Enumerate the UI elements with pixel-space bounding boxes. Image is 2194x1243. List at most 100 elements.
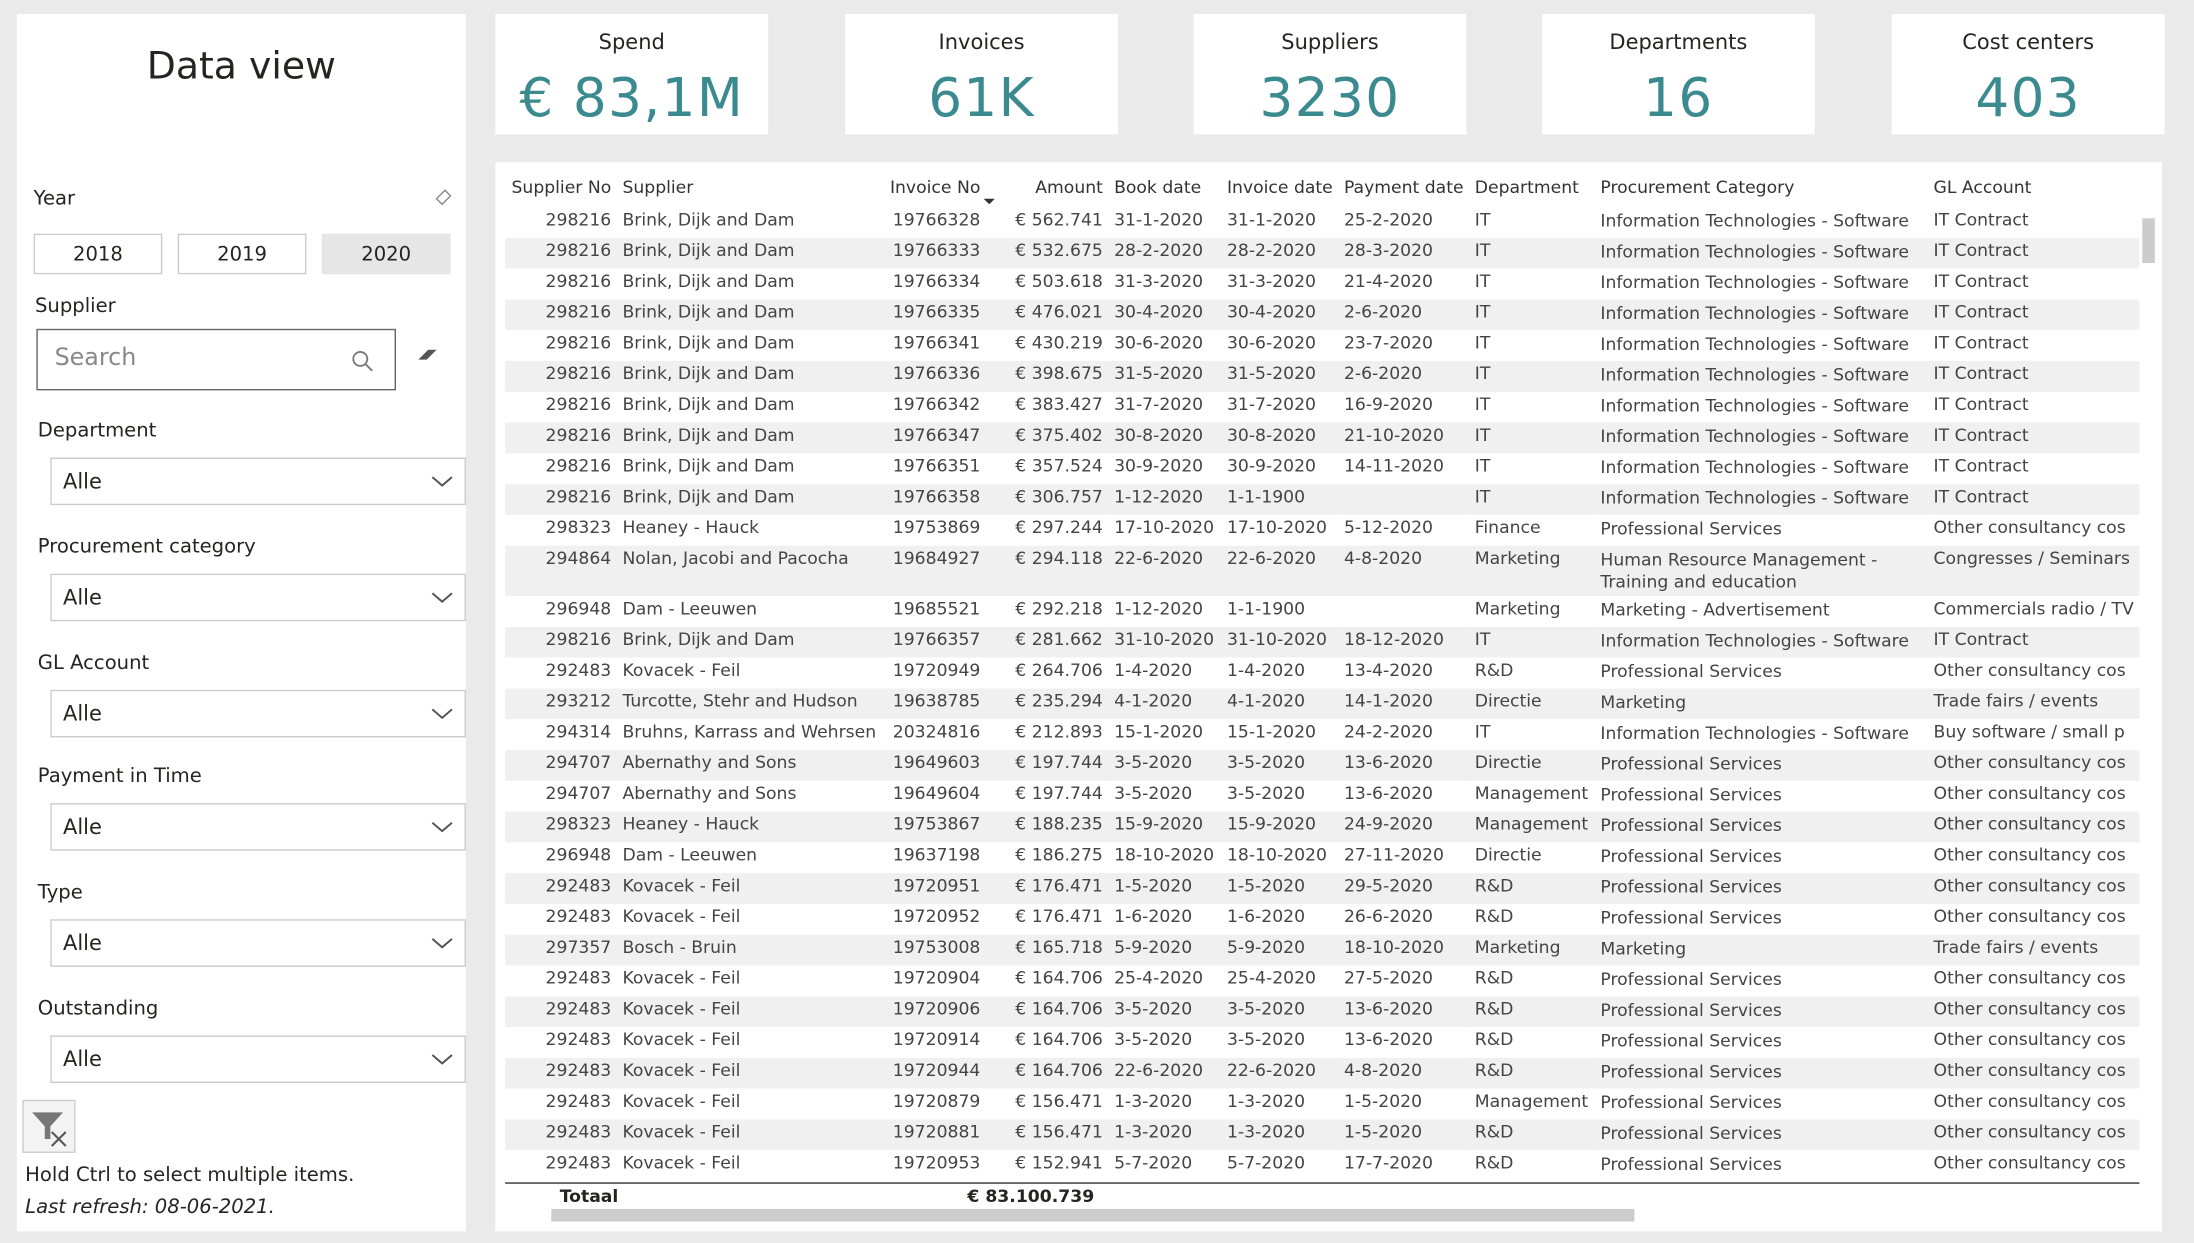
- dropdown[interactable]: Alle: [50, 689, 466, 738]
- table-row[interactable]: 296948 Dam - Leeuwen 19637198 € 186.275 18-1…: [505, 842, 2139, 873]
- table-cell: Marketing: [1600, 692, 1687, 713]
- clear-filters-button[interactable]: [22, 1099, 76, 1153]
- table-cell: 19720906: [892, 999, 981, 1019]
- table-cell: 292483: [545, 660, 612, 681]
- column-header[interactable]: Book date: [1114, 177, 1202, 198]
- eraser-icon[interactable]: [416, 346, 441, 366]
- dropdown[interactable]: Alle: [50, 919, 466, 967]
- column-header[interactable]: Invoice date: [1226, 177, 1333, 198]
- year-option-selected[interactable]: 2020: [321, 233, 451, 275]
- table-row[interactable]: 292483 Kovacek - Feil 19720904 € 164.706 25-…: [505, 965, 2139, 996]
- table-cell: 19753008: [892, 937, 981, 958]
- table-cell: 27-11-2020: [1343, 845, 1444, 865]
- table-row[interactable]: 298216 Brink, Dijk and Dam 19766341 € 430.2…: [505, 330, 2139, 361]
- table-cell: Other consultancy cos: [1933, 1029, 2126, 1050]
- sort-indicator[interactable]: [982, 197, 996, 205]
- table-cell: Other consultancy cos: [1933, 814, 2126, 834]
- dropdown[interactable]: Alle: [50, 457, 466, 506]
- kpi-value: 403: [1975, 67, 2082, 129]
- column-header[interactable]: Department: [1474, 177, 1579, 198]
- table-row[interactable]: 293212 Turcotte, Stehr and Hudson 19638785…: [505, 688, 2140, 720]
- column-header[interactable]: Supplier: [622, 177, 694, 198]
- table-cell: 19720949: [892, 660, 981, 681]
- table-cell: 13-6-2020: [1343, 999, 1433, 1019]
- eraser-icon[interactable]: [434, 186, 454, 206]
- table-row[interactable]: 294707 Abernathy and Sons 19649603 € 197.74…: [505, 749, 2140, 781]
- table-viewport: Supplier No Supplier Invoice No Amount Book …: [505, 168, 2140, 1184]
- column-header[interactable]: GL Account: [1933, 177, 2032, 198]
- table-cell: 24-2-2020: [1343, 722, 1433, 742]
- table-cell: Directie: [1474, 691, 1542, 711]
- table-row[interactable]: 297357 Bosch - Bruin 19753008 € 165.718 5-9-…: [505, 934, 2140, 966]
- table-row[interactable]: 294314 Bruhns, Karrass and Wehrsen 2032481…: [505, 719, 2139, 750]
- dropdown[interactable]: Alle: [50, 803, 466, 851]
- horizontal-scroll-thumb[interactable]: [551, 1208, 1635, 1222]
- table-cell: Other consultancy cos: [1933, 517, 2126, 538]
- table-row[interactable]: 298216 Brink, Dijk and Dam 19766335 € 476.0…: [505, 299, 2140, 331]
- column-header[interactable]: Payment date: [1343, 177, 1464, 198]
- table-cell: € 152.941: [1015, 1152, 1103, 1173]
- column-header[interactable]: Amount: [1035, 177, 1103, 198]
- table-cell: Professional Services: [1600, 754, 1782, 774]
- table-row[interactable]: 292483 Kovacek - Feil 19720951 € 176.471 1-5…: [505, 873, 2140, 904]
- year-option[interactable]: 2018: [33, 233, 163, 275]
- table-row[interactable]: 292483 Kovacek - Feil 19720881 € 156.471 1-3…: [505, 1119, 2140, 1151]
- table-cell: € 383.427: [1015, 394, 1103, 415]
- table-cell: 28-3-2020: [1343, 240, 1433, 261]
- table-cell: 294707: [545, 752, 612, 773]
- table-row[interactable]: 292483 Kovacek - Feil 19720952 € 176.471 1-6…: [505, 904, 2139, 935]
- column-header[interactable]: Supplier No: [511, 177, 612, 198]
- table-cell: IT Contract: [1933, 209, 2029, 230]
- column-header[interactable]: Invoice No: [889, 177, 981, 198]
- dropdown[interactable]: Alle: [50, 1035, 466, 1084]
- table-row[interactable]: 292483 Kovacek - Feil 19720906 € 164.706 3-5…: [505, 996, 2140, 1028]
- table-row[interactable]: 296948 Dam - Leeuwen 19685521 € 292.218 1-12…: [505, 596, 2139, 627]
- column-header[interactable]: Procurement Category: [1600, 177, 1795, 198]
- table-cell: R&D: [1474, 660, 1514, 681]
- dropdown[interactable]: Alle: [50, 573, 466, 622]
- table-row[interactable]: 292483 Kovacek - Feil 19720953 € 152.941 5-7…: [505, 1150, 2139, 1181]
- table-cell: € 476.021: [1015, 302, 1103, 322]
- vertical-scrollbar[interactable]: [2142, 210, 2155, 1182]
- table-cell: € 294.118: [1015, 548, 1103, 569]
- table-row[interactable]: 298216 Brink, Dijk and Dam 19766333 € 532.6…: [505, 237, 2140, 269]
- table-row[interactable]: 298216 Brink, Dijk and Dam 19766336 € 398.6…: [505, 361, 2140, 392]
- table-row[interactable]: 298323 Heaney - Hauck 19753867 € 188.235 15-…: [505, 811, 2140, 843]
- table-row[interactable]: 298216 Brink, Dijk and Dam 19766357 € 281.6…: [505, 626, 2140, 658]
- table-row[interactable]: 298216 Brink, Dijk and Dam 19766334 € 503.6…: [505, 269, 2139, 300]
- table-row[interactable]: 298323 Heaney - Hauck 19753869 € 297.244 17-…: [505, 515, 2139, 546]
- table-row[interactable]: 292483 Kovacek - Feil 19720879 € 156.471 1-3…: [505, 1089, 2139, 1120]
- table-cell: Brink, Dijk and Dam: [622, 486, 795, 507]
- table-cell: Marketing: [1474, 598, 1561, 619]
- table-cell: 19766341: [892, 333, 981, 353]
- table-cell: 298323: [545, 814, 612, 834]
- chevron: [431, 822, 453, 833]
- table-cell: Brink, Dijk and Dam: [622, 363, 795, 384]
- table-cell: Information Technologies - Software: [1600, 426, 1909, 447]
- kpi-card: Suppliers 3230: [1193, 13, 1467, 135]
- table-row[interactable]: 298216 Brink, Dijk and Dam 19766347 € 375.4…: [505, 422, 2140, 454]
- table-cell: Other consultancy cos: [1933, 1060, 2126, 1081]
- table-row[interactable]: 292483 Kovacek - Feil 19720914 € 164.706 3-5…: [505, 1027, 2139, 1058]
- table-cell: 19766335: [892, 302, 981, 322]
- year-option[interactable]: 2019: [177, 233, 307, 275]
- table-row[interactable]: 298216 Brink, Dijk and Dam 19766342 € 383.4…: [505, 392, 2139, 423]
- search-box[interactable]: Search: [36, 328, 396, 391]
- table-cell: 19766342: [892, 394, 981, 415]
- table-cell: € 264.706: [1015, 660, 1103, 681]
- table-cell: 31-1-2020: [1226, 209, 1317, 230]
- table-row[interactable]: 292483 Kovacek - Feil 19720949 € 264.706 1-4…: [505, 658, 2139, 689]
- table-row[interactable]: 298216 Brink, Dijk and Dam 19766351 € 357.5…: [505, 453, 2139, 484]
- table-row[interactable]: 298216 Brink, Dijk and Dam 19766358 € 306.7…: [505, 484, 2140, 515]
- table-cell: 19720914: [892, 1029, 981, 1050]
- table-row[interactable]: 292483 Kovacek - Feil 19720944 € 164.706 22-…: [505, 1057, 2140, 1089]
- table-cell: € 357.524: [1015, 456, 1103, 476]
- table-cell: Trade fairs / events: [1933, 937, 2099, 958]
- table-panel: [495, 162, 2162, 1232]
- kpi-value: 16: [1643, 67, 1714, 129]
- table-row[interactable]: 294864 Nolan, Jacobi and Pacocha 19684927 €…: [505, 545, 2140, 597]
- scroll-thumb[interactable]: [2142, 218, 2155, 264]
- table-row[interactable]: 298216 Brink, Dijk and Dam 19766328 € 562.7…: [505, 207, 2139, 238]
- table-row[interactable]: 294707 Abernathy and Sons 19649604 € 197.74…: [505, 781, 2139, 812]
- table-cell: 31-10-2020: [1114, 629, 1215, 650]
